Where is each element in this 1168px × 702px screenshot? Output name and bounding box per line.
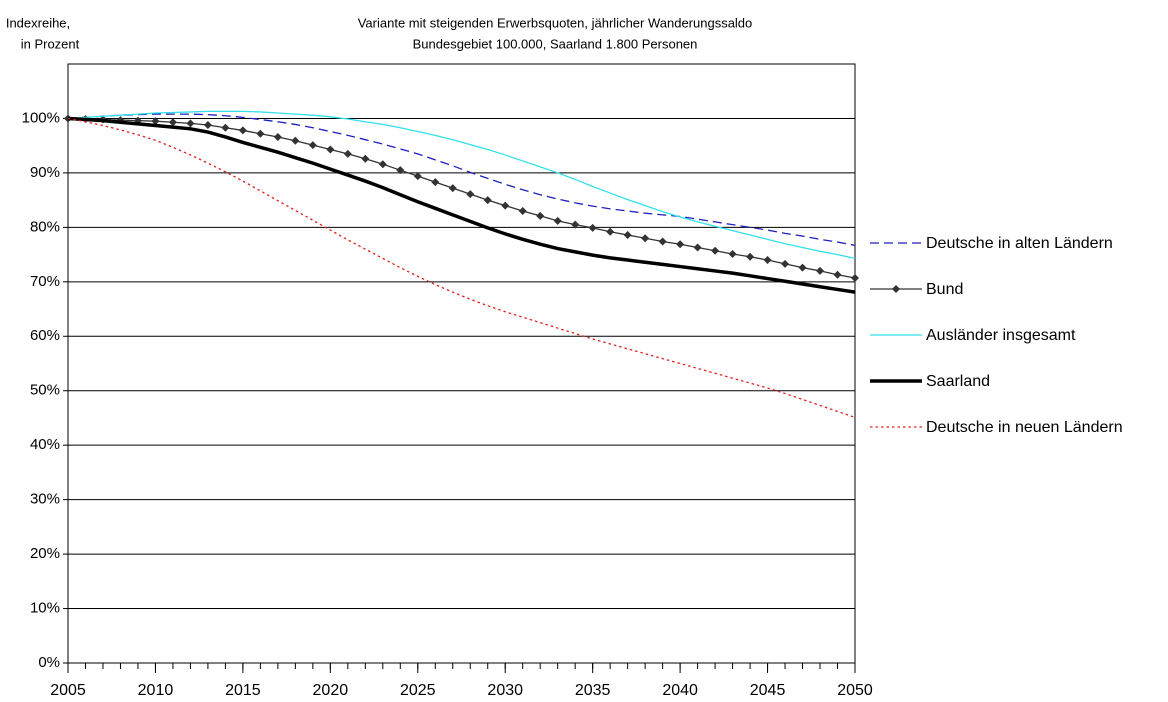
data-point [466,190,475,199]
series-line [67,116,856,294]
data-point [273,132,282,141]
data-point [256,129,265,138]
y-tick-label: 60% [30,327,60,344]
y-tick-label: 20% [30,545,60,562]
data-point [308,141,317,150]
data-point [623,230,632,239]
data-point [186,119,195,128]
data-point [291,136,300,145]
y-tick-label: 70% [30,273,60,290]
data-point [501,201,510,210]
data-point [536,211,545,220]
x-tick-label: 2020 [313,682,349,699]
legend-label: Bund [926,281,963,298]
x-tick-label: 2015 [225,682,261,699]
data-point [693,243,702,252]
data-point [326,145,335,154]
y-tick-label: 30% [30,491,60,508]
legend-label: Ausländer insgesamt [926,327,1076,344]
legend-label: Deutsche in neuen Ländern [926,419,1123,436]
x-tick-label: 2005 [50,682,86,699]
legend-label: Deutsche in alten Ländern [926,235,1113,252]
data-point [833,270,842,279]
data-point [221,123,230,132]
x-tick-label: 2040 [662,682,698,699]
x-tick-label: 2010 [138,682,174,699]
x-tick-label: 2035 [575,682,611,699]
data-point [378,160,387,169]
data-point [151,117,160,126]
data-point [728,250,737,259]
legend-label: Saarland [926,373,990,390]
data-point [361,154,370,163]
data-point [238,126,247,135]
y-tick-label: 0% [38,654,60,671]
data-point [553,216,562,225]
series-line [67,117,856,419]
y-tick-label: 10% [30,600,60,617]
y-tick-label: 80% [30,218,60,235]
data-point [746,252,755,261]
data-point [816,266,825,275]
chart-title: Bundesgebiet 100.000, Saarland 1.800 Per… [413,36,698,51]
data-point [571,220,580,229]
data-point [658,237,667,246]
series-line [67,117,856,279]
x-tick-label: 2050 [837,682,873,699]
series-line [67,110,856,260]
data-point [413,172,422,181]
data-point [676,240,685,249]
data-point [711,246,720,255]
data-point [588,223,597,232]
data-point [851,274,859,283]
data-point [781,259,790,268]
data-point [483,196,492,205]
y-axis-label: in Prozent [21,36,80,51]
y-tick-label: 90% [30,164,60,181]
data-point [798,263,807,272]
data-point [641,234,650,243]
data-point [396,166,405,175]
data-point [168,118,177,127]
legend-marker [892,285,900,293]
chart-title: Variante mit steigenden Erwerbsquoten, j… [358,15,753,30]
y-tick-label: 100% [22,109,60,126]
data-point [763,256,772,265]
y-tick-label: 40% [30,436,60,453]
x-tick-label: 2045 [750,682,786,699]
y-tick-label: 50% [30,382,60,399]
x-tick-label: 2030 [487,682,523,699]
data-point [343,149,352,158]
data-point [448,184,457,193]
data-point [203,120,212,129]
y-axis-label: Indexreihe, [6,15,70,30]
data-point [606,227,615,236]
series-line [67,113,856,246]
data-point [431,178,440,187]
plot-frame [67,63,856,664]
data-point [518,207,527,216]
x-tick-label: 2025 [400,682,436,699]
